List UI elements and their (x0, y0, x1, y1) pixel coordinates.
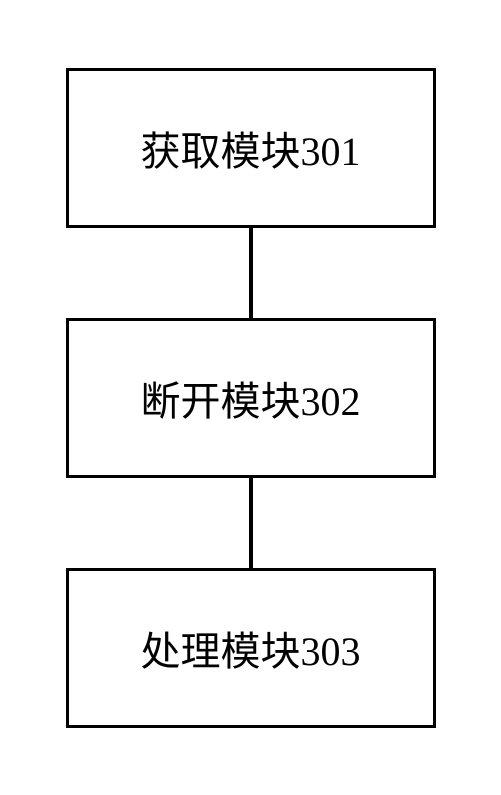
node-3-label: 处理模块303 (141, 619, 361, 677)
flowchart-edge-2 (249, 478, 253, 568)
flowchart-container: 获取模块301 断开模块302 处理模块303 (66, 68, 436, 728)
flowchart-node-1: 获取模块301 (66, 68, 436, 228)
flowchart-node-2: 断开模块302 (66, 318, 436, 478)
node-1-label: 获取模块301 (141, 119, 361, 177)
node-2-label: 断开模块302 (141, 369, 361, 427)
flowchart-node-3: 处理模块303 (66, 568, 436, 728)
flowchart-edge-1 (249, 228, 253, 318)
